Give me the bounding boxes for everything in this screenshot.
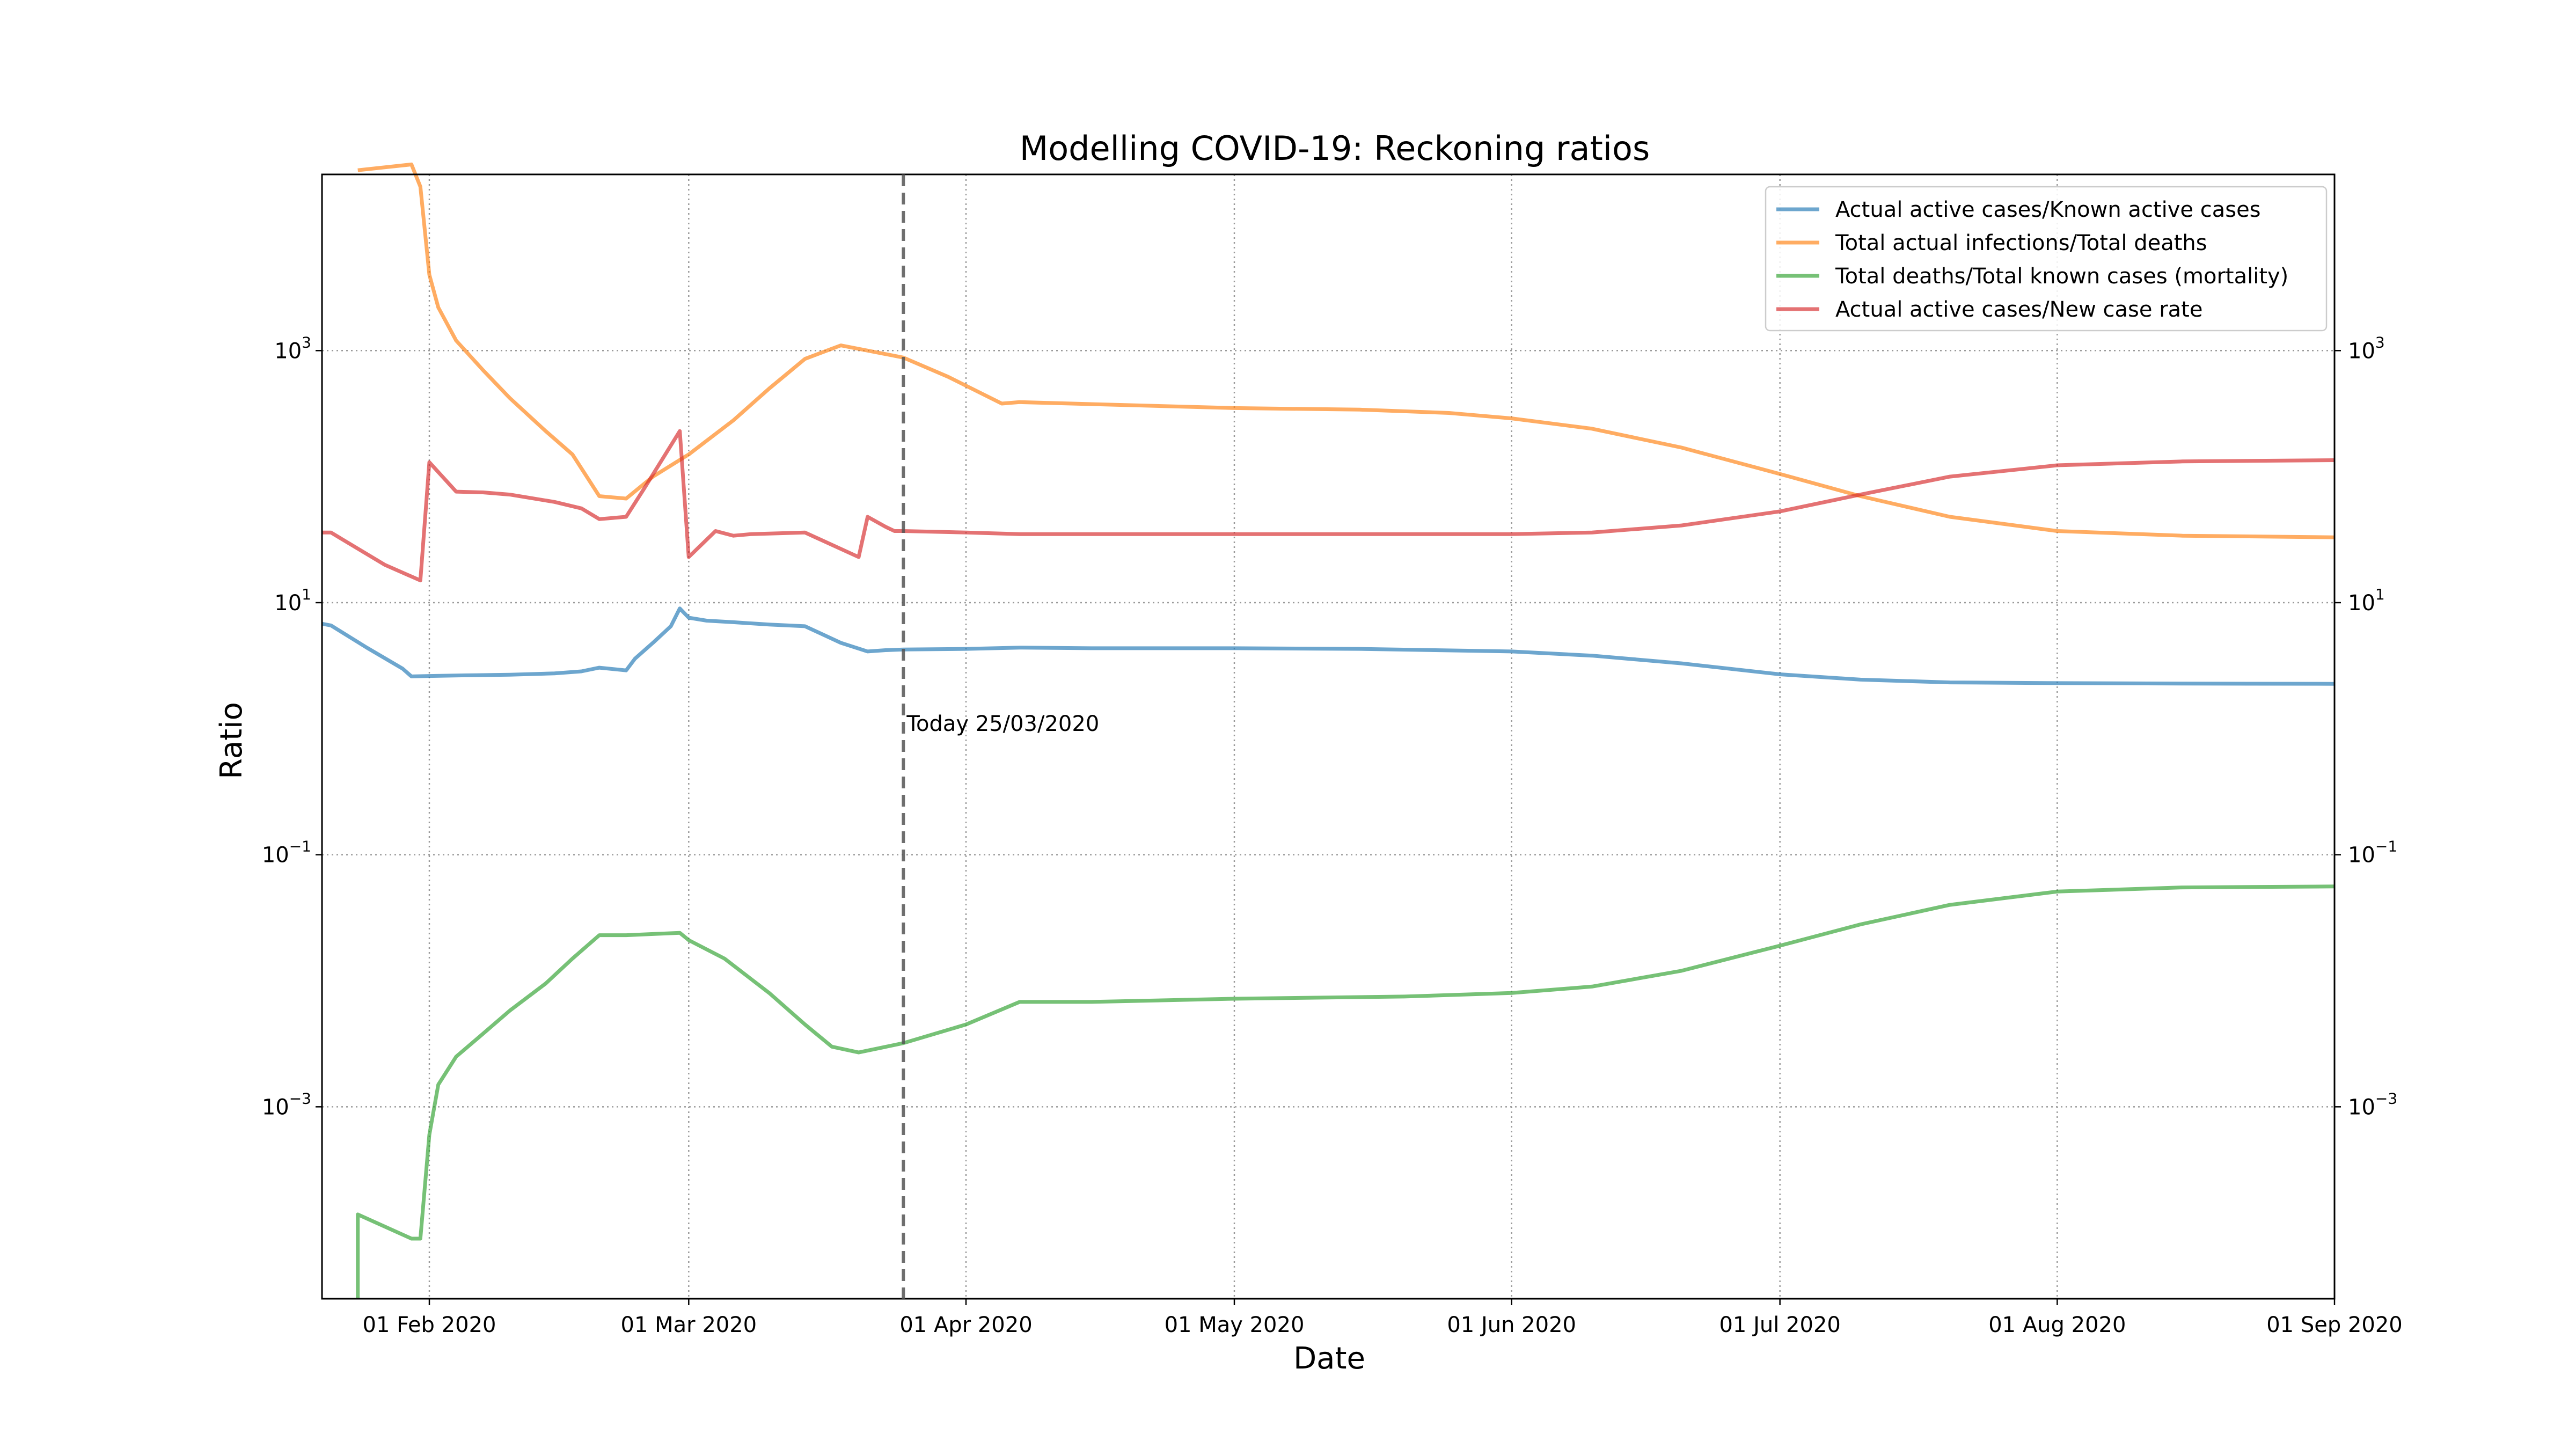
tick-exponent: 1: [302, 586, 311, 603]
tick-base: 10: [2348, 591, 2375, 616]
series-line-3: [356, 884, 2335, 1299]
tick-exponent: 1: [2375, 586, 2385, 603]
legend-label-3: Total deaths/Total known cases (mortalit…: [1835, 264, 2288, 289]
legend-label-4: Actual active cases/New case rate: [1835, 297, 2202, 322]
tick-base: 10: [2348, 1095, 2375, 1119]
x-tick-label: 01 Jul 2020: [1719, 1313, 1840, 1337]
tick-exponent: 3: [302, 333, 311, 351]
tick-base: 10: [2348, 339, 2375, 363]
tick-base: 10: [274, 339, 302, 363]
x-axis-label: Date: [1293, 1341, 1365, 1376]
y-tick-label-right: 101: [2348, 586, 2385, 616]
series-line-2: [357, 162, 2335, 539]
tick-exponent: −3: [2375, 1089, 2397, 1107]
y-tick-label-left: 103: [274, 333, 311, 363]
y-tick-label-right: 10−1: [2348, 838, 2397, 868]
today-label: Today 25/03/2020: [906, 712, 1099, 736]
tick-exponent: 3: [2375, 333, 2385, 351]
series-line-4: [322, 429, 2335, 583]
tick-exponent: −1: [289, 838, 311, 855]
legend-label-1: Actual active cases/Known active cases: [1835, 197, 2261, 222]
y-tick-label-right: 103: [2348, 333, 2385, 363]
x-tick-label: 01 Sep 2020: [2266, 1313, 2403, 1337]
x-tick-label: 01 Jun 2020: [1447, 1313, 1576, 1337]
plot-area: [321, 162, 2335, 1299]
x-tick-label: 01 Mar 2020: [621, 1313, 757, 1337]
y-tick-label-left: 10−1: [262, 838, 311, 868]
y-tick-label-left: 101: [274, 586, 311, 616]
x-tick-label: 01 Apr 2020: [899, 1313, 1032, 1337]
grid-lines: [322, 174, 2336, 1299]
tick-base: 10: [262, 1095, 289, 1119]
tick-exponent: −1: [2375, 838, 2397, 855]
y-tick-label-left: 10−3: [262, 1089, 311, 1119]
legend: Actual active cases/Known active cases To…: [1765, 186, 2328, 332]
tick-base: 10: [2348, 843, 2375, 868]
tick-base: 10: [262, 843, 289, 868]
tick-base: 10: [274, 591, 302, 616]
plot-frame: [321, 173, 2336, 1300]
chart-title: Modelling COVID-19: Reckoning ratios: [1020, 129, 1650, 168]
x-axis-ticks: 01 Feb 2020 01 Mar 2020 01 Apr 2020 01 May …: [363, 1299, 2403, 1337]
legend-label-2: Total actual infections/Total deaths: [1835, 231, 2207, 255]
today-annotation: Today 25/03/2020: [902, 174, 1099, 1299]
x-tick-label: 01 May 2020: [1165, 1313, 1305, 1337]
x-tick-label: 01 Feb 2020: [363, 1313, 496, 1337]
y-axis-label: Ratio: [214, 702, 249, 779]
series-line-1: [321, 606, 2335, 686]
x-tick-label: 01 Aug 2020: [1988, 1313, 2126, 1337]
legend-box: [1765, 186, 2328, 332]
tick-exponent: −3: [289, 1089, 311, 1107]
y-tick-label-right: 10−3: [2348, 1089, 2397, 1119]
